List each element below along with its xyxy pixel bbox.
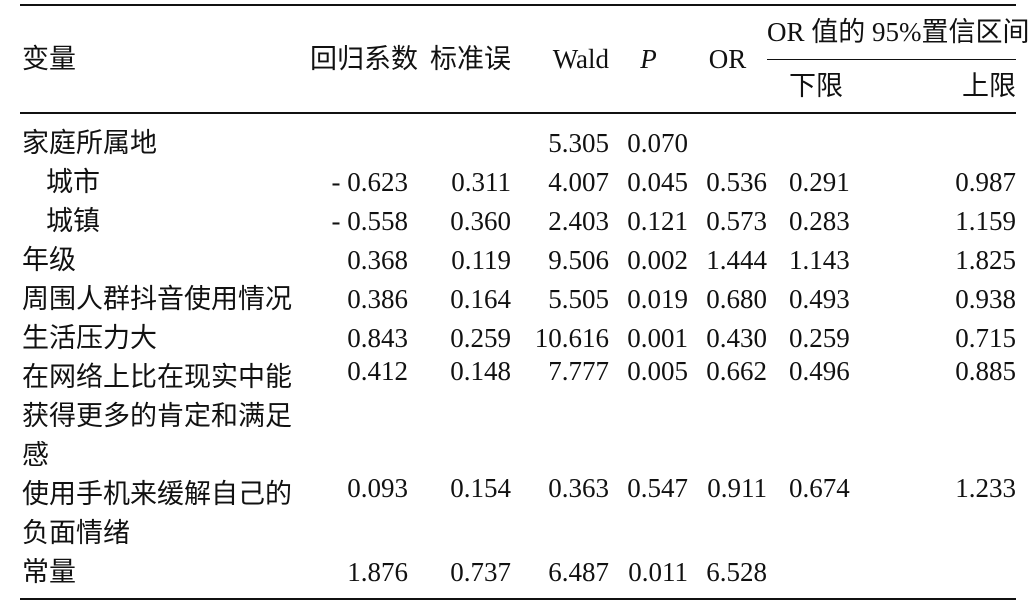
- cell-odds-ratio: 0.911: [707, 473, 767, 503]
- cell-odds-ratio: 0.430: [706, 323, 767, 353]
- cell-standard-error: 0.360: [450, 206, 511, 236]
- cell-standard-error: 0.259: [450, 323, 511, 353]
- cell-p-value: 0.547: [627, 473, 688, 503]
- cell-p-value: 0.011: [628, 557, 688, 587]
- cell-wald: 9.506: [548, 245, 609, 275]
- cell-ci-upper: 0.715: [955, 323, 1016, 353]
- cell-p-value: 0.045: [627, 167, 688, 197]
- cell-ci-upper: 0.885: [955, 356, 1016, 386]
- cell-wald: 7.777: [548, 356, 609, 386]
- cell-wald: 2.403: [548, 206, 609, 236]
- cell-ci-upper: 1.233: [955, 473, 1016, 503]
- header-p-value: P: [640, 43, 657, 74]
- cell-standard-error: 0.148: [450, 356, 511, 386]
- cell-variable-label: 常量: [22, 557, 76, 587]
- table-row: 生活压力大 0.843 0.259 10.616 0.001 0.430 0.259 0.71…: [20, 319, 1016, 358]
- cell-wald: 5.505: [548, 284, 609, 314]
- cell-ci-upper: [846, 553, 1016, 599]
- cell-variable-label: 城镇: [46, 206, 100, 236]
- cell-ci-lower: 0.674: [789, 473, 850, 503]
- cell-ci-lower: [767, 113, 846, 163]
- table-row: 使用手机来缓解自己的负面情绪 0.093 0.154 0.363 0.547 0.911 0…: [20, 475, 1016, 553]
- header-wald: Wald: [552, 43, 609, 74]
- regression-table-container: 变量 回归系数 标准误 Wald P OR OR 值的 95%置信区间 下限 上…: [20, 4, 1030, 600]
- cell-ci-upper: 1.825: [955, 245, 1016, 275]
- cell-ci-lower: 0.291: [789, 167, 850, 197]
- cell-odds-ratio: 1.444: [706, 245, 767, 275]
- header-ci-upper: 上限: [962, 70, 1016, 101]
- cell-odds-ratio: [688, 113, 767, 163]
- cell-ci-lower: 0.496: [789, 356, 850, 386]
- cell-coefficient: 0.412: [347, 356, 408, 386]
- cell-p-value: 0.019: [627, 284, 688, 314]
- cell-wald: 0.363: [548, 473, 609, 503]
- table-row: 城镇 - 0.558 0.360 2.403 0.121 0.573 0.283 1.159: [20, 202, 1016, 241]
- cell-ci-lower: 1.143: [789, 245, 850, 275]
- cell-ci-lower: [767, 553, 846, 599]
- table-row: 在网络上比在现实中能获得更多的肯定和满足感 0.412 0.148 7.777 0.00…: [20, 358, 1016, 475]
- cell-coefficient: - 0.623: [331, 167, 409, 197]
- cell-ci-lower: 0.283: [789, 206, 850, 236]
- cell-ci-upper: 0.938: [955, 284, 1016, 314]
- cell-coefficient: 1.876: [347, 557, 408, 587]
- header-standard-error: 标准误: [430, 43, 511, 74]
- table-row: 常量 1.876 0.737 6.487 0.011 6.528: [20, 553, 1016, 599]
- cell-standard-error: 0.311: [451, 167, 511, 197]
- cell-coefficient: 0.093: [347, 473, 408, 503]
- cell-coefficient: 0.368: [347, 245, 408, 275]
- cell-variable-label: 周围人群抖音使用情况: [22, 284, 292, 314]
- cell-odds-ratio: 0.680: [706, 284, 767, 314]
- cell-p-value: 0.002: [627, 245, 688, 275]
- cell-variable-label: 家庭所属地: [22, 128, 157, 158]
- table-body: 家庭所属地 5.305 0.070 城市 - 0.623 0.311 4.007 0.045 0…: [20, 113, 1016, 599]
- cell-wald: 6.487: [548, 557, 609, 587]
- cell-variable-label: 使用手机来缓解自己的负面情绪: [22, 479, 292, 548]
- cell-variable-label: 在网络上比在现实中能获得更多的肯定和满足感: [22, 362, 292, 470]
- cell-ci-upper: 0.987: [955, 167, 1016, 197]
- table-row: 周围人群抖音使用情况 0.386 0.164 5.505 0.019 0.680 0.493…: [20, 280, 1016, 319]
- cell-ci-lower: 0.493: [789, 284, 850, 314]
- cell-p-value: 0.005: [627, 356, 688, 386]
- cell-ci-lower: 0.259: [789, 323, 850, 353]
- table-row: 城市 - 0.623 0.311 4.007 0.045 0.536 0.291 0.987: [20, 163, 1016, 202]
- cell-coefficient: 0.386: [347, 284, 408, 314]
- cell-standard-error: 0.119: [451, 245, 511, 275]
- cell-odds-ratio: 0.662: [706, 356, 767, 386]
- header-ci-lower: 下限: [789, 70, 843, 101]
- cell-ci-upper: [846, 113, 1016, 163]
- cell-wald: 10.616: [534, 323, 609, 353]
- regression-table: 变量 回归系数 标准误 Wald P OR OR 值的 95%置信区间 下限 上…: [20, 4, 1030, 600]
- header-odds-ratio: OR: [708, 43, 747, 74]
- cell-odds-ratio: 0.573: [706, 206, 767, 236]
- cell-standard-error: 0.164: [450, 284, 511, 314]
- cell-coefficient: 0.843: [347, 323, 408, 353]
- header-variable: 变量: [22, 43, 76, 74]
- cell-odds-ratio: 0.536: [706, 167, 767, 197]
- cell-p-value: 0.121: [627, 206, 688, 236]
- table-row: 年级 0.368 0.119 9.506 0.002 1.444 1.143 1.825: [20, 241, 1016, 280]
- header-coefficient: 回归系数: [310, 43, 418, 74]
- cell-p-value: 0.070: [627, 128, 688, 158]
- table-row: 家庭所属地 5.305 0.070: [20, 113, 1016, 163]
- cell-wald: 4.007: [548, 167, 609, 197]
- cell-coefficient: - 0.558: [331, 206, 409, 236]
- header-ci-group: OR 值的 95%置信区间: [767, 5, 1030, 60]
- cell-variable-label: 生活压力大: [22, 323, 157, 353]
- cell-standard-error: [408, 113, 511, 163]
- cell-odds-ratio: 6.528: [706, 557, 767, 587]
- cell-variable-label: 年级: [22, 245, 76, 275]
- cell-variable-label: 城市: [46, 167, 100, 197]
- cell-coefficient: [310, 113, 408, 163]
- cell-standard-error: 0.154: [450, 473, 511, 503]
- table-header: 变量 回归系数 标准误 Wald P OR OR 值的 95%置信区间 下限 上…: [20, 5, 1030, 113]
- cell-p-value: 0.001: [627, 323, 688, 353]
- cell-wald: 5.305: [548, 128, 609, 158]
- cell-standard-error: 0.737: [450, 557, 511, 587]
- cell-ci-upper: 1.159: [955, 206, 1016, 236]
